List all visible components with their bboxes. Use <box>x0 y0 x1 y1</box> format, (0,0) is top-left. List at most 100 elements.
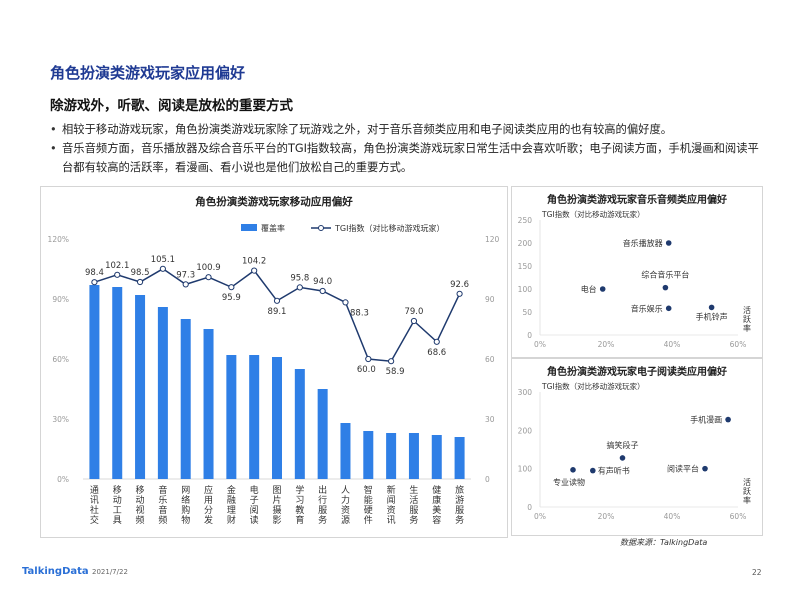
bullet-list: 相较于移动游戏玩家，角色扮演类游戏玩家除了玩游戏之外，对于音乐音频类应用和电子阅… <box>50 120 762 177</box>
category-label-char: 务 <box>318 514 327 526</box>
page-number: 22 <box>752 568 762 577</box>
tgi-data-label: 98.4 <box>85 268 104 278</box>
tgi-point <box>273 297 281 304</box>
reading-app-preference-panel: 角色扮演类游戏玩家电子阅读类应用偏好 TGI指数（对比移动游戏玩家） 0 100 200… <box>511 358 763 536</box>
category-label-char: 服 <box>409 505 418 516</box>
bar <box>340 423 351 479</box>
category-label-char: 频 <box>136 514 145 526</box>
category-label-char: 摄 <box>272 504 281 516</box>
chart-title: 角色扮演类游戏玩家音乐音频类应用偏好 <box>547 193 727 206</box>
tgi-point <box>228 284 235 291</box>
point-label: 音乐播放器 <box>623 238 663 248</box>
bar <box>203 329 214 479</box>
chart-title: 角色扮演类游戏玩家移动应用偏好 <box>195 195 353 208</box>
category-label-char: 音 <box>158 504 167 516</box>
tgi-point <box>205 274 212 281</box>
category-label-char: 应 <box>204 484 213 496</box>
scatter-point <box>708 304 715 311</box>
y-tick: 200 <box>518 239 533 248</box>
category-label-char: 网 <box>181 485 190 496</box>
legend-marker-tgi <box>318 225 324 231</box>
tgi-point <box>433 338 440 345</box>
bar <box>249 355 260 479</box>
legend-label-tgi: TGI指数（对比移动游戏玩家） <box>334 223 444 233</box>
point-label: 电台 <box>581 284 597 294</box>
category-label-char: 力 <box>341 494 350 506</box>
x-tick: 0% <box>534 340 546 349</box>
category-label-char: 资 <box>341 505 350 516</box>
bullet-item: 相较于移动游戏玩家，角色扮演类游戏玩家除了玩游戏之外，对于音乐音频类应用和电子阅… <box>50 120 762 139</box>
tgi-data-label: 100.9 <box>196 263 220 273</box>
tgi-data-label: 60.0 <box>357 365 376 375</box>
tgi-data-label: 89.1 <box>268 307 287 317</box>
bar <box>317 389 328 479</box>
y-tick: 250 <box>518 216 533 225</box>
tgi-point <box>251 267 258 274</box>
bar <box>157 307 168 479</box>
category-label-char: 交 <box>90 514 99 526</box>
tgi-point <box>319 287 326 295</box>
category-label-char: 融 <box>227 495 236 506</box>
y-left-tick: 120% <box>48 235 69 244</box>
category-label-char: 阅 <box>250 505 259 516</box>
category-label-char: 活 <box>409 494 418 506</box>
x-axis-label-char: 活 <box>743 477 751 487</box>
bar <box>431 435 442 479</box>
category-label-char: 动 <box>113 495 122 506</box>
tgi-point <box>456 290 463 297</box>
category-label-char: 购 <box>181 504 190 516</box>
music-app-preference-panel: 角色扮演类游戏玩家音乐音频类应用偏好 TGI指数（对比移动游戏玩家） 0 50 100 1… <box>511 186 763 358</box>
tgi-data-label: 102.1 <box>105 261 129 271</box>
category-label-char: 具 <box>113 515 122 526</box>
category-label-char: 务 <box>455 514 464 526</box>
category-label-char: 社 <box>90 504 99 516</box>
y-left-tick: 0% <box>57 475 69 484</box>
category-label-char: 通 <box>90 485 99 496</box>
bar <box>135 295 146 479</box>
category-label-char: 讯 <box>387 515 396 526</box>
category-label-char: 片 <box>272 494 281 506</box>
scatter-point <box>619 455 626 461</box>
category-label-char: 视 <box>136 504 145 516</box>
scatter-point <box>570 467 576 473</box>
y-left-tick: 60% <box>52 355 69 364</box>
x-axis-label-char: 跃 <box>743 315 751 324</box>
y-right-tick: 60 <box>485 355 495 364</box>
legend-label-coverage: 覆盖率 <box>261 223 285 233</box>
category-label-char: 美 <box>432 504 441 516</box>
category-label-char: 电 <box>250 484 259 496</box>
category-label-char: 服 <box>318 505 327 516</box>
y-left-tick: 90% <box>52 295 69 304</box>
category-label-char: 音 <box>158 484 167 496</box>
tgi-point <box>388 358 395 365</box>
y-right-tick: 30 <box>485 415 495 424</box>
category-label-char: 康 <box>432 494 441 506</box>
category-label-char: 教 <box>295 504 304 516</box>
tgi-data-label: 97.3 <box>176 270 195 280</box>
talkingdata-logo: TalkingData <box>22 566 89 577</box>
category-label-char: 行 <box>318 494 327 506</box>
chart-title: 角色扮演类游戏玩家电子阅读类应用偏好 <box>547 365 727 378</box>
y-axis-label: TGI指数（对比移动游戏玩家） <box>541 381 645 391</box>
x-tick: 20% <box>598 340 615 349</box>
category-label-char: 频 <box>158 514 167 526</box>
category-label-char: 动 <box>136 495 145 506</box>
bar <box>226 355 237 479</box>
point-label: 专业读物 <box>553 477 585 487</box>
category-label-char: 移 <box>136 484 145 496</box>
music-app-preference-chart: 角色扮演类游戏玩家音乐音频类应用偏好 TGI指数（对比移动游戏玩家） 0 50 100 1… <box>518 193 751 349</box>
x-tick: 40% <box>664 340 681 349</box>
category-label-char: 分 <box>204 505 213 516</box>
tgi-data-label: 95.9 <box>222 293 241 303</box>
tgi-data-label: 95.8 <box>290 273 309 283</box>
category-label-char: 健 <box>432 484 441 496</box>
scatter-point <box>665 305 672 312</box>
tgi-data-label: 88.3 <box>350 308 369 318</box>
mobile-app-preference-panel: 角色扮演类游戏玩家移动应用偏好 覆盖率 TGI指数（对比移动游戏玩家） 0% 30% 60… <box>40 186 508 538</box>
category-label-char: 务 <box>409 514 418 526</box>
tgi-point <box>410 317 418 325</box>
tgi-data-label: 94.0 <box>313 277 332 287</box>
category-label-char: 络 <box>181 494 190 506</box>
y-tick: 0 <box>527 331 532 340</box>
tgi-point <box>136 278 144 286</box>
